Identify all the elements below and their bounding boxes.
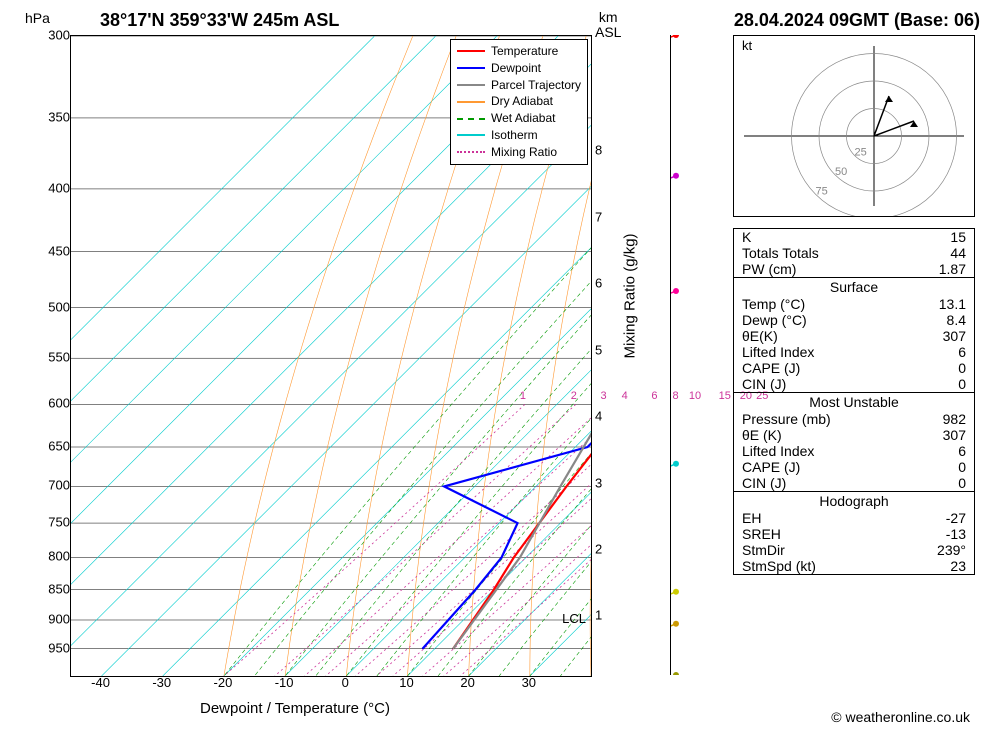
- pressure-tick: 550: [30, 350, 70, 365]
- x-axis-label: Dewpoint / Temperature (°C): [200, 700, 390, 717]
- title-right: 28.04.2024 09GMT (Base: 06): [734, 10, 980, 31]
- mixing-ratio-label: 2: [571, 390, 577, 402]
- pressure-tick: 950: [30, 640, 70, 655]
- info-row: SREH-13: [734, 526, 974, 542]
- info-table: K15Totals Totals44PW (cm)1.87SurfaceTemp…: [733, 228, 975, 575]
- legend-item: Dewpoint: [457, 60, 581, 77]
- info-row: Temp (°C)13.1: [734, 296, 974, 312]
- km-tick: 8: [595, 143, 602, 158]
- temp-tick: 10: [399, 675, 413, 690]
- y-axis-label-left: hPa: [25, 10, 50, 26]
- km-tick: 4: [595, 409, 602, 424]
- info-row: Dewp (°C)8.4: [734, 312, 974, 328]
- svg-text:kt: kt: [742, 38, 753, 53]
- pressure-tick: 400: [30, 180, 70, 195]
- temp-tick: -40: [91, 675, 110, 690]
- legend: TemperatureDewpointParcel TrajectoryDry …: [450, 39, 588, 165]
- km-tick: 3: [595, 475, 602, 490]
- lcl-label: LCL: [562, 611, 586, 626]
- pressure-tick: 850: [30, 581, 70, 596]
- mixing-ratio-label: 4: [622, 390, 628, 402]
- x-axis: -40 -30 -20 -10 0 10 20 30: [70, 675, 590, 695]
- km-tick: 1: [595, 608, 602, 623]
- info-section-header: Surface: [734, 277, 974, 296]
- temp-tick: -30: [152, 675, 171, 690]
- pressure-tick: 450: [30, 243, 70, 258]
- pressure-tick: 700: [30, 478, 70, 493]
- mixing-ratio-label: 6: [651, 390, 657, 402]
- legend-item: Mixing Ratio: [457, 144, 581, 161]
- temp-tick: -20: [214, 675, 233, 690]
- info-row: CAPE (J)0: [734, 459, 974, 475]
- hodograph: 25 50 75 kt: [733, 35, 975, 217]
- mixing-ratio-label: 1: [520, 390, 526, 402]
- pressure-tick: 750: [30, 515, 70, 530]
- y-axis-left: 3003504004505005506006507007508008509009…: [30, 35, 70, 675]
- info-row: Pressure (mb)982: [734, 411, 974, 427]
- info-row: PW (cm)1.87: [734, 261, 974, 277]
- svg-text:50: 50: [835, 166, 847, 178]
- svg-text:25: 25: [855, 147, 867, 159]
- legend-item: Parcel Trajectory: [457, 77, 581, 94]
- mixing-ratio-label: 15: [719, 390, 731, 402]
- info-row: Lifted Index6: [734, 443, 974, 459]
- copyright: © weatheronline.co.uk: [831, 709, 970, 725]
- temp-tick: -10: [275, 675, 294, 690]
- svg-text:75: 75: [816, 186, 828, 198]
- title-left: 38°17'N 359°33'W 245m ASL: [100, 10, 339, 31]
- info-row: StmSpd (kt)23: [734, 558, 974, 574]
- pressure-tick: 650: [30, 439, 70, 454]
- pressure-tick: 600: [30, 396, 70, 411]
- km-tick: 2: [595, 541, 602, 556]
- info-row: θE (K)307: [734, 427, 974, 443]
- pressure-tick: 500: [30, 299, 70, 314]
- legend-item: Wet Adiabat: [457, 110, 581, 127]
- legend-item: Isotherm: [457, 127, 581, 144]
- info-row: K15: [734, 229, 974, 245]
- skewt-chart: TemperatureDewpointParcel TrajectoryDry …: [70, 35, 592, 677]
- info-section-header: Most Unstable: [734, 392, 974, 411]
- temp-tick: 30: [522, 675, 536, 690]
- info-row: StmDir239°: [734, 542, 974, 558]
- info-row: CIN (J)0: [734, 475, 974, 491]
- mixing-ratio-label: 3: [600, 390, 606, 402]
- temp-tick: 0: [342, 675, 349, 690]
- info-row: EH-27: [734, 510, 974, 526]
- pressure-tick: 350: [30, 109, 70, 124]
- pressure-tick: 300: [30, 28, 70, 43]
- info-row: CIN (J)0: [734, 376, 974, 392]
- pressure-tick: 800: [30, 549, 70, 564]
- legend-item: Temperature: [457, 43, 581, 60]
- info-row: Totals Totals44: [734, 245, 974, 261]
- pressure-tick: 900: [30, 611, 70, 626]
- info-row: Lifted Index6: [734, 344, 974, 360]
- km-tick: 5: [595, 342, 602, 357]
- km-tick: 6: [595, 276, 602, 291]
- legend-item: Dry Adiabat: [457, 93, 581, 110]
- y-axis-right: 1 2 3 4 5 6 7 8: [595, 35, 625, 675]
- km-tick: 7: [595, 209, 602, 224]
- temp-tick: 20: [460, 675, 474, 690]
- info-row: θE(K)307: [734, 328, 974, 344]
- wind-barb-column: [670, 35, 711, 675]
- info-row: CAPE (J)0: [734, 360, 974, 376]
- info-section-header: Hodograph: [734, 491, 974, 510]
